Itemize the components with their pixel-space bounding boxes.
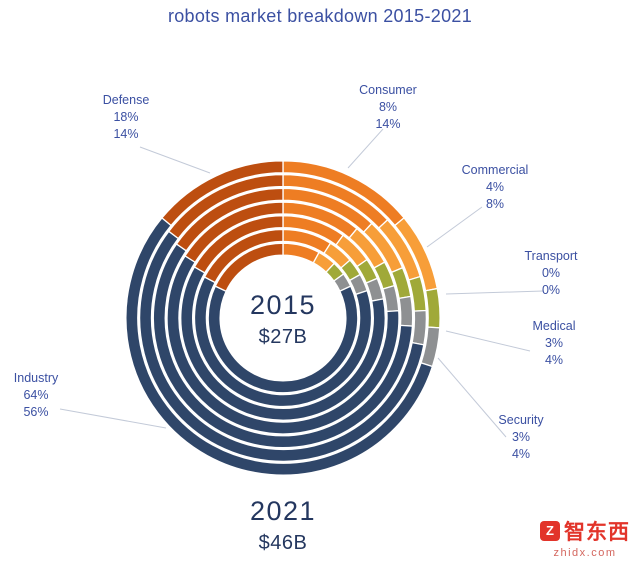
label-transport-name: Transport [524,249,578,263]
label-transport: Transport 0% 0% [512,248,590,299]
bottom-total: $46B [258,532,308,554]
label-consumer: Consumer 8% 14% [350,82,426,133]
label-industry: Industry 64% 56% [2,370,70,421]
label-consumer-2021: 14% [375,117,401,131]
ring-segment-defense-2021 [161,160,284,227]
bottom-year: 2021 [249,496,317,526]
ring-segment-security-2019 [398,295,414,327]
leader-line-consumer [347,128,384,169]
donut-rings [125,160,441,476]
chart-title: robots market breakdown 2015-2021 [167,6,473,26]
ring-segment-defense-2017 [193,215,284,274]
label-defense-name: Defense [102,93,150,107]
label-consumer-name: Consumer [359,83,417,97]
label-commercial-2021: 8% [485,197,505,211]
label-security: Security 3% 4% [485,412,557,463]
leader-line-security [437,357,507,438]
label-defense: Defense 18% 14% [90,92,162,143]
watermark: Z 智东西 zhidx.com [540,516,630,559]
label-security-name: Security [498,413,544,427]
label-defense-2015: 18% [113,110,139,124]
leader-lines [59,128,544,438]
watermark-brand: 智东西 [564,521,630,544]
label-transport-2015: 0% [541,266,561,280]
watermark-logo-icon: Z [540,521,560,541]
center-year-total: 2015 $27B [250,290,316,349]
watermark-domain: zhidx.com [553,547,617,559]
label-industry-2015: 64% [23,388,49,402]
label-medical: Medical 3% 4% [518,318,590,369]
label-security-2021: 4% [511,447,531,461]
label-industry-2021: 56% [23,405,49,419]
label-defense-2021: 14% [113,127,139,141]
ring-segment-medical-2021 [424,287,441,329]
ring-segment-defense-2016 [203,228,284,284]
ring-segment-defense-2018 [184,201,284,264]
leader-line-industry [59,408,167,429]
bottom-year-total: 2021 $46B [250,496,316,555]
label-consumer-2015: 8% [378,100,398,114]
ring-segment-security-2020 [411,309,428,346]
label-transport-2021: 0% [541,283,561,297]
leader-line-medical [445,330,531,352]
ring-segment-defense-2019 [175,187,284,252]
label-industry-name: Industry [13,371,59,385]
label-commercial-2015: 4% [485,180,505,194]
label-medical-2021: 4% [544,353,564,367]
label-commercial-name: Commercial [461,163,529,177]
leader-line-defense [139,146,211,174]
label-security-2015: 3% [511,430,531,444]
ring-segment-defense-2020 [167,173,284,240]
label-commercial: Commercial 4% 8% [452,162,538,213]
ring-segment-defense-2015 [214,242,284,293]
label-medical-name: Medical [532,319,576,333]
center-total: $27B [258,326,308,348]
leader-line-commercial [426,206,483,248]
label-medical-2015: 3% [544,336,564,350]
leader-line-transport [445,290,544,295]
center-year: 2015 [249,290,317,320]
